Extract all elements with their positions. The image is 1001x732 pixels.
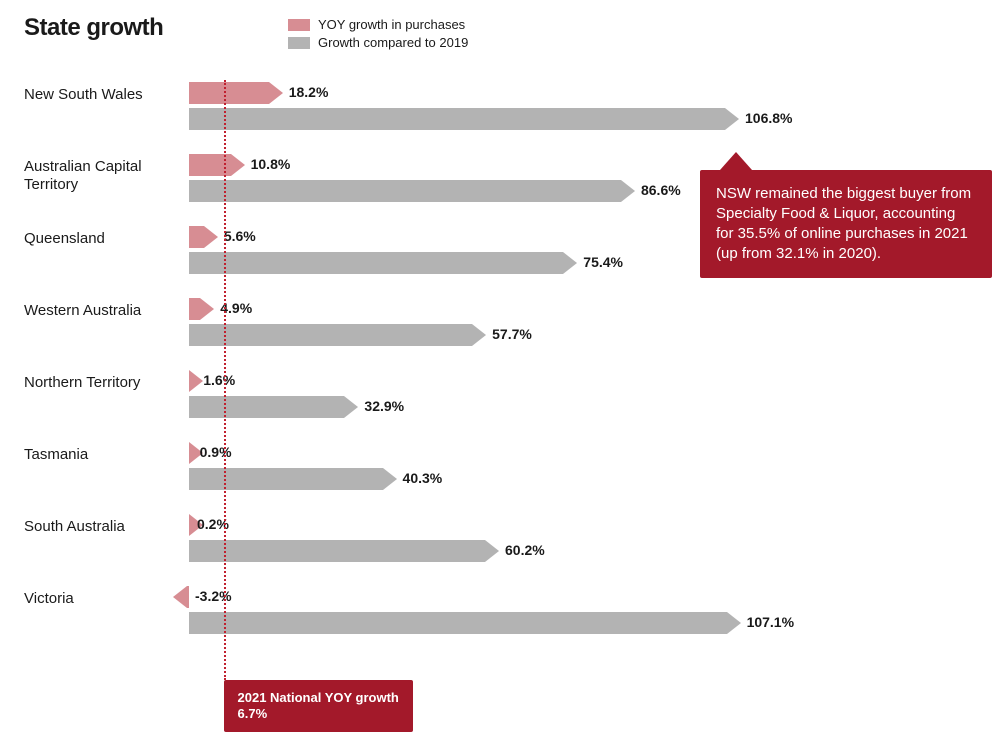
- row-label: Western Australia: [24, 302, 174, 320]
- national-yoy-caption-line1: 2021 National YOY growth: [238, 690, 399, 706]
- bar: [189, 370, 203, 392]
- value-label-yoy: 10.8%: [251, 156, 291, 172]
- row-bars: 4.9%57.7%: [189, 296, 784, 368]
- chart-row: New South Wales 18.2%106.8%: [24, 80, 784, 152]
- row-bars: 0.2%60.2%: [189, 512, 784, 584]
- page: State growth YOY growth in purchases Gro…: [0, 0, 1001, 728]
- bar: [189, 82, 283, 104]
- legend-item-2019: Growth compared to 2019: [288, 34, 468, 52]
- legend-label-yoy: YOY growth in purchases: [318, 16, 465, 34]
- national-yoy-caption-line2: 6.7%: [238, 706, 399, 722]
- bar: [189, 180, 635, 202]
- legend-swatch-2019: [288, 37, 310, 49]
- bar: [189, 226, 218, 248]
- row-label: New South Wales: [24, 86, 174, 104]
- bar: [189, 108, 739, 130]
- chart-row: Queensland 5.6% 75.4%: [24, 224, 784, 296]
- value-label-yoy: 1.6%: [203, 372, 235, 388]
- nsw-callout: NSW remained the biggest buyer from Spec…: [700, 170, 992, 278]
- row-label: Australian Capital Territory: [24, 158, 174, 194]
- chart-row: Western Australia 4.9%57.7%: [24, 296, 784, 368]
- bar: [189, 252, 577, 274]
- value-label-2019: 40.3%: [403, 470, 443, 486]
- row-label: South Australia: [24, 518, 174, 536]
- row-bars: 5.6% 75.4%: [189, 224, 784, 296]
- bar: [189, 468, 397, 490]
- row-bars: 0.9% 40.3%: [189, 440, 784, 512]
- bar: [189, 540, 499, 562]
- value-label-2019: 32.9%: [364, 398, 404, 414]
- national-yoy-caption: 2021 National YOY growth 6.7%: [224, 680, 413, 732]
- value-label-yoy: 5.6%: [224, 228, 256, 244]
- state-growth-chart: New South Wales18.2%106.8%Australian Cap…: [24, 80, 784, 656]
- callout-arrow-icon: [720, 152, 752, 170]
- row-bars: 1.6% 32.9%: [189, 368, 784, 440]
- row-label: Northern Territory: [24, 374, 174, 392]
- value-label-yoy: -3.2%: [195, 588, 232, 604]
- national-yoy-reference-line: [224, 80, 226, 680]
- bar: [189, 154, 245, 176]
- row-label: Tasmania: [24, 446, 174, 464]
- legend-label-2019: Growth compared to 2019: [318, 34, 468, 52]
- chart-row: Australian Capital Territory 10.8% 86.6%: [24, 152, 784, 224]
- value-label-2019: 86.6%: [641, 182, 681, 198]
- value-label-2019: 60.2%: [505, 542, 545, 558]
- bar: [173, 586, 189, 608]
- value-label-yoy: 0.9%: [200, 444, 232, 460]
- value-label-2019: 107.1%: [747, 614, 794, 630]
- legend: YOY growth in purchases Growth compared …: [288, 16, 468, 52]
- nsw-callout-text: NSW remained the biggest buyer from Spec…: [716, 185, 971, 262]
- chart-row: Victoria -3.2%107.1%: [24, 584, 784, 656]
- chart-row: South Australia 0.2%60.2%: [24, 512, 784, 584]
- row-label: Queensland: [24, 230, 174, 248]
- value-label-yoy: 18.2%: [289, 84, 329, 100]
- value-label-2019: 57.7%: [492, 326, 532, 342]
- legend-item-yoy: YOY growth in purchases: [288, 16, 468, 34]
- bar: [189, 396, 358, 418]
- row-label: Victoria: [24, 590, 174, 608]
- value-label-2019: 75.4%: [583, 254, 623, 270]
- page-title: State growth: [24, 14, 163, 42]
- value-label-2019: 106.8%: [745, 110, 792, 126]
- chart-row: Northern Territory 1.6% 32.9%: [24, 368, 784, 440]
- row-bars: 18.2%106.8%: [189, 80, 784, 152]
- row-bars: 10.8% 86.6%: [189, 152, 784, 224]
- bar: [189, 612, 741, 634]
- chart-row: Tasmania 0.9% 40.3%: [24, 440, 784, 512]
- legend-swatch-yoy: [288, 19, 310, 31]
- row-bars: -3.2%107.1%: [189, 584, 784, 656]
- bar: [189, 324, 486, 346]
- bar: [189, 298, 214, 320]
